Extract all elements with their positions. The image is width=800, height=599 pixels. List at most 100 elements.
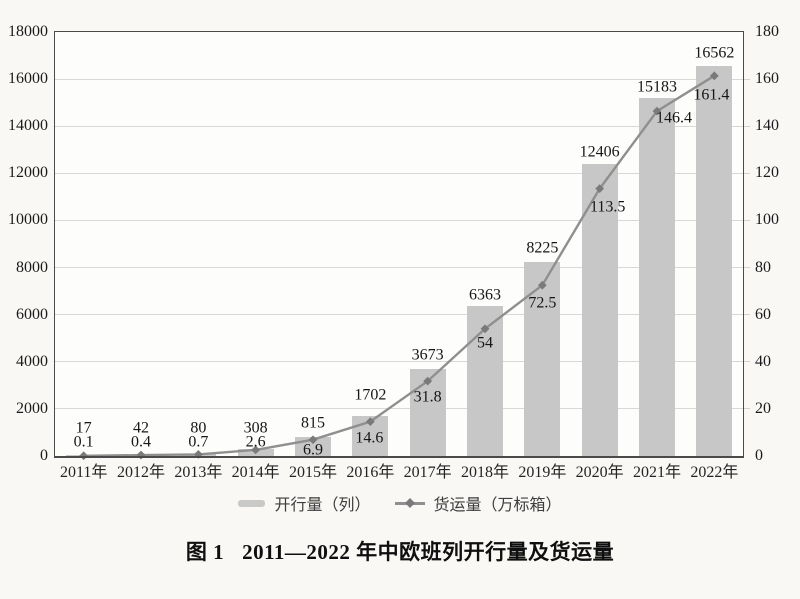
gridline xyxy=(55,172,743,174)
diamond-marker-icon xyxy=(537,280,547,290)
diamond-marker-icon xyxy=(404,498,415,508)
line-value-label: 161.4 xyxy=(693,86,730,104)
bar xyxy=(581,163,618,456)
right-axis-tick-label: 180 xyxy=(755,23,779,40)
bar xyxy=(696,65,733,456)
left-axis-tick-label: 18000 xyxy=(8,23,48,40)
bar-value-label: 42 xyxy=(133,419,149,437)
x-axis-tick-label: 2014年 xyxy=(231,464,280,481)
right-axis-tick-label: 140 xyxy=(755,117,779,135)
gridline xyxy=(55,361,743,363)
right-axis-tick-label: 160 xyxy=(755,70,779,88)
right-axis-tick-label: 20 xyxy=(755,399,771,417)
bar-value-label: 815 xyxy=(301,414,325,432)
trend-line xyxy=(83,74,715,457)
right-axis-tick-label: 60 xyxy=(755,305,771,323)
left-axis-tick-label: 8000 xyxy=(16,258,48,276)
diamond-marker-icon xyxy=(251,445,261,455)
right-axis-tick-label: 80 xyxy=(755,258,771,276)
legend-bar-label: 开行量（列） xyxy=(274,497,371,514)
gridline xyxy=(55,125,743,127)
left-axis-tick-label: 10000 xyxy=(8,211,48,229)
right-axis-tick-label: 100 xyxy=(755,211,779,229)
line-value-label: 0.7 xyxy=(188,433,209,451)
right-axis-tick xyxy=(743,78,750,80)
diamond-marker-icon xyxy=(193,449,203,459)
bar-value-label: 80 xyxy=(190,419,207,437)
right-axis-tick-label: 0 xyxy=(755,447,763,464)
left-axis-tick-label: 4000 xyxy=(16,352,48,370)
x-axis-tick-label: 2021年 xyxy=(632,464,682,481)
x-axis-tick-label: 2017年 xyxy=(403,464,452,481)
x-axis-tick-label: 2013年 xyxy=(174,464,223,481)
figure-number: 图 1 xyxy=(185,540,225,564)
right-axis-tick xyxy=(743,408,750,410)
diamond-marker-icon xyxy=(480,324,490,334)
line-value-label: 146.4 xyxy=(656,109,692,127)
gridline xyxy=(55,408,743,410)
line-value-label: 113.5 xyxy=(589,198,626,216)
x-axis-tick-label: 2015年 xyxy=(288,464,338,481)
bar-value-label: 16562 xyxy=(694,44,735,62)
x-axis-tick-label: 2016年 xyxy=(346,464,395,481)
line-series-swatch-icon xyxy=(394,498,425,508)
right-axis-tick xyxy=(743,172,750,174)
legend-item-line-series: 货运量（万标箱） xyxy=(394,491,562,515)
gridline xyxy=(55,219,743,221)
x-axis-tick-label: 2019年 xyxy=(518,464,567,481)
bar-value-label: 8225 xyxy=(526,239,559,257)
plot-background xyxy=(55,32,743,456)
bar-value-label: 17 xyxy=(75,419,92,437)
gridline xyxy=(55,267,743,269)
diamond-marker-icon xyxy=(709,71,719,81)
left-axis-tick-label: 0 xyxy=(40,447,48,464)
right-axis-tick xyxy=(743,125,750,127)
left-axis-tick-label: 2000 xyxy=(16,399,48,417)
diamond-marker-icon xyxy=(652,106,662,116)
right-axis-tick xyxy=(743,267,750,269)
diamond-marker-icon xyxy=(79,451,89,461)
x-axis-tick-label: 2012年 xyxy=(116,464,166,481)
bar-value-label: 6363 xyxy=(469,286,501,304)
line-value-label: 54 xyxy=(477,334,493,352)
bar-value-label: 15183 xyxy=(637,78,677,96)
gridline xyxy=(55,78,743,80)
left-axis-tick-label: 6000 xyxy=(16,305,48,323)
right-axis-tick-label: 40 xyxy=(755,352,771,370)
bar-value-label: 3673 xyxy=(411,346,444,364)
x-axis-tick-label: 2018年 xyxy=(460,464,510,481)
x-axis-tick-label: 2011年 xyxy=(59,464,108,481)
bar-value-label: 12406 xyxy=(579,143,620,161)
figure-title: 2011—2022 年中欧班列开行量及货运量 xyxy=(242,540,615,564)
line-value-label: 72.5 xyxy=(528,294,557,312)
gridline xyxy=(55,314,743,316)
left-axis-tick-label: 16000 xyxy=(8,70,48,88)
diamond-marker-icon xyxy=(595,184,605,194)
diamond-marker-icon xyxy=(136,450,146,460)
line-value-label: 14.6 xyxy=(355,429,384,447)
left-axis-tick-label: 14000 xyxy=(8,117,48,135)
right-axis-tick xyxy=(743,314,750,316)
left-axis-tick-label: 12000 xyxy=(8,164,48,182)
legend-item-bar-series: 开行量（列） xyxy=(238,491,371,515)
chart-legend: 开行量（列） 货运量（万标箱） xyxy=(0,491,800,515)
bar xyxy=(639,98,675,456)
line-value-label: 31.8 xyxy=(413,388,442,406)
line-value-label: 2.6 xyxy=(245,433,266,451)
line-value-label: 0.4 xyxy=(131,433,151,451)
bar-series-swatch-icon xyxy=(238,499,266,507)
legend-line-label: 货运量（万标箱） xyxy=(433,497,562,514)
diamond-marker-icon xyxy=(365,417,375,427)
right-axis-tick xyxy=(743,219,750,221)
right-axis-tick-label: 120 xyxy=(755,164,779,182)
line-value-label: 6.9 xyxy=(303,441,323,459)
x-axis-tick-label: 2022年 xyxy=(690,464,739,481)
bar-value-label: 308 xyxy=(243,419,268,437)
right-axis-tick xyxy=(743,361,750,363)
bar-value-label: 1702 xyxy=(354,386,387,404)
figure-caption: 图 1 2011—2022 年中欧班列开行量及货运量 xyxy=(0,536,800,566)
diamond-marker-icon xyxy=(308,435,318,445)
line-value-label: 0.1 xyxy=(73,433,94,451)
